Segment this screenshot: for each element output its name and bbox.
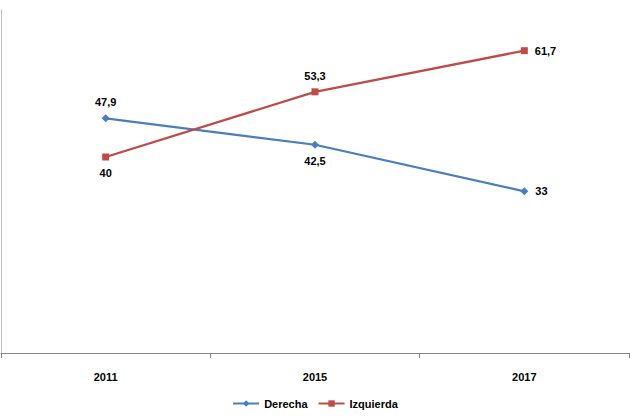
svg-text:40: 40 <box>100 167 112 179</box>
svg-text:47,9: 47,9 <box>95 96 116 108</box>
svg-text:2017: 2017 <box>512 371 536 383</box>
svg-text:Izquierda: Izquierda <box>350 398 399 410</box>
svg-text:33: 33 <box>535 185 547 197</box>
svg-text:42,5: 42,5 <box>304 155 325 167</box>
svg-text:53,3: 53,3 <box>304 70 325 82</box>
svg-text:61,7: 61,7 <box>535 45 556 57</box>
svg-text:2015: 2015 <box>303 371 327 383</box>
svg-text:Derecha: Derecha <box>264 398 308 410</box>
svg-text:2011: 2011 <box>94 371 118 383</box>
